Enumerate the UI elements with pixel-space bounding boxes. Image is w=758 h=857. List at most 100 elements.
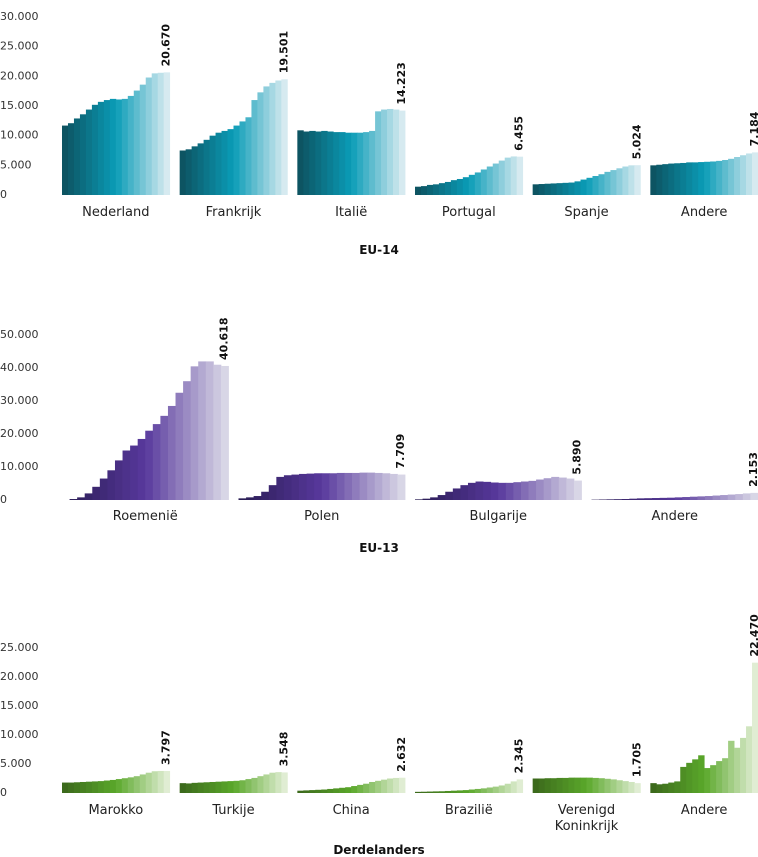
bar bbox=[327, 131, 334, 195]
bar bbox=[722, 758, 729, 793]
bar bbox=[475, 481, 484, 500]
bar bbox=[450, 180, 458, 195]
y-tick-label: 25.000 bbox=[0, 40, 39, 53]
bar bbox=[275, 80, 282, 195]
bar bbox=[668, 782, 675, 793]
bar bbox=[321, 473, 330, 500]
bar bbox=[580, 179, 587, 195]
bar bbox=[374, 472, 383, 500]
bar bbox=[381, 779, 388, 793]
bar bbox=[566, 478, 575, 500]
bar bbox=[697, 496, 706, 500]
bar bbox=[315, 131, 322, 195]
bar bbox=[291, 474, 300, 500]
value-label: 3.797 bbox=[160, 730, 173, 765]
bar bbox=[505, 482, 514, 500]
bar bbox=[309, 790, 316, 793]
bar bbox=[257, 776, 264, 793]
bar bbox=[510, 781, 518, 793]
bar bbox=[314, 473, 323, 500]
bar bbox=[704, 768, 711, 793]
bar bbox=[257, 92, 264, 195]
bar bbox=[315, 789, 322, 793]
bar bbox=[468, 789, 476, 793]
bar bbox=[238, 498, 247, 500]
value-label: 19.501 bbox=[277, 31, 290, 73]
bar bbox=[233, 125, 240, 195]
bar bbox=[598, 778, 605, 793]
bar bbox=[674, 781, 681, 793]
bar bbox=[430, 497, 439, 500]
bar bbox=[357, 784, 364, 793]
bar bbox=[369, 781, 376, 793]
y-tick-label: 5.000 bbox=[0, 158, 32, 171]
bar bbox=[538, 778, 546, 793]
bar bbox=[629, 498, 638, 500]
bar bbox=[556, 777, 563, 793]
bar bbox=[345, 132, 352, 195]
bar bbox=[103, 780, 111, 793]
bar bbox=[227, 781, 234, 793]
bar bbox=[686, 762, 693, 793]
panel-title: EU-14 bbox=[359, 243, 399, 257]
bar bbox=[752, 662, 758, 793]
category-label: Andere bbox=[651, 509, 698, 524]
bar bbox=[740, 737, 747, 793]
bar bbox=[668, 163, 675, 195]
panel-title: EU-13 bbox=[359, 541, 399, 555]
y-tick-label: 5.000 bbox=[0, 757, 32, 770]
bar bbox=[692, 759, 699, 793]
bar bbox=[363, 783, 370, 793]
category-label: Verenigd Koninkrijk bbox=[554, 803, 619, 834]
bar bbox=[397, 474, 406, 500]
bar bbox=[568, 182, 575, 195]
bar bbox=[698, 162, 705, 195]
bar bbox=[369, 130, 376, 195]
bar bbox=[309, 130, 316, 195]
y-tick-label: 0 bbox=[0, 786, 7, 799]
category-label: Turkije bbox=[212, 803, 255, 818]
bar bbox=[636, 498, 645, 500]
bar bbox=[492, 786, 500, 793]
bar bbox=[474, 788, 482, 793]
bar bbox=[175, 392, 184, 500]
bar bbox=[628, 165, 635, 195]
bar bbox=[198, 361, 207, 500]
bar bbox=[263, 86, 270, 195]
y-tick-label: 10.000 bbox=[0, 728, 39, 741]
bar bbox=[359, 472, 368, 500]
bar bbox=[516, 779, 524, 793]
bar bbox=[622, 781, 629, 793]
bar bbox=[73, 782, 81, 793]
bar bbox=[504, 783, 512, 793]
category-label: Andere bbox=[680, 205, 728, 220]
bar bbox=[399, 777, 406, 793]
bar bbox=[245, 779, 252, 793]
bar bbox=[532, 184, 540, 195]
bar bbox=[157, 72, 165, 195]
bar bbox=[656, 784, 663, 793]
bar bbox=[245, 117, 252, 195]
bar bbox=[191, 146, 199, 195]
bar bbox=[399, 110, 406, 195]
category-label: Marokko bbox=[88, 803, 144, 818]
bar bbox=[438, 183, 446, 195]
bar bbox=[130, 445, 139, 500]
bar bbox=[486, 166, 494, 195]
bar bbox=[299, 473, 308, 500]
bar bbox=[705, 496, 713, 500]
bar bbox=[415, 499, 423, 500]
bar bbox=[746, 726, 753, 793]
bar bbox=[562, 182, 569, 195]
bar bbox=[333, 132, 340, 195]
bar bbox=[163, 72, 171, 195]
bar bbox=[574, 777, 581, 793]
bar bbox=[415, 186, 422, 195]
value-label: 2.153 bbox=[747, 452, 758, 487]
value-label: 40.618 bbox=[218, 318, 231, 360]
bar bbox=[532, 778, 540, 793]
bar bbox=[710, 161, 717, 195]
bar bbox=[586, 177, 593, 195]
bar bbox=[538, 184, 546, 195]
